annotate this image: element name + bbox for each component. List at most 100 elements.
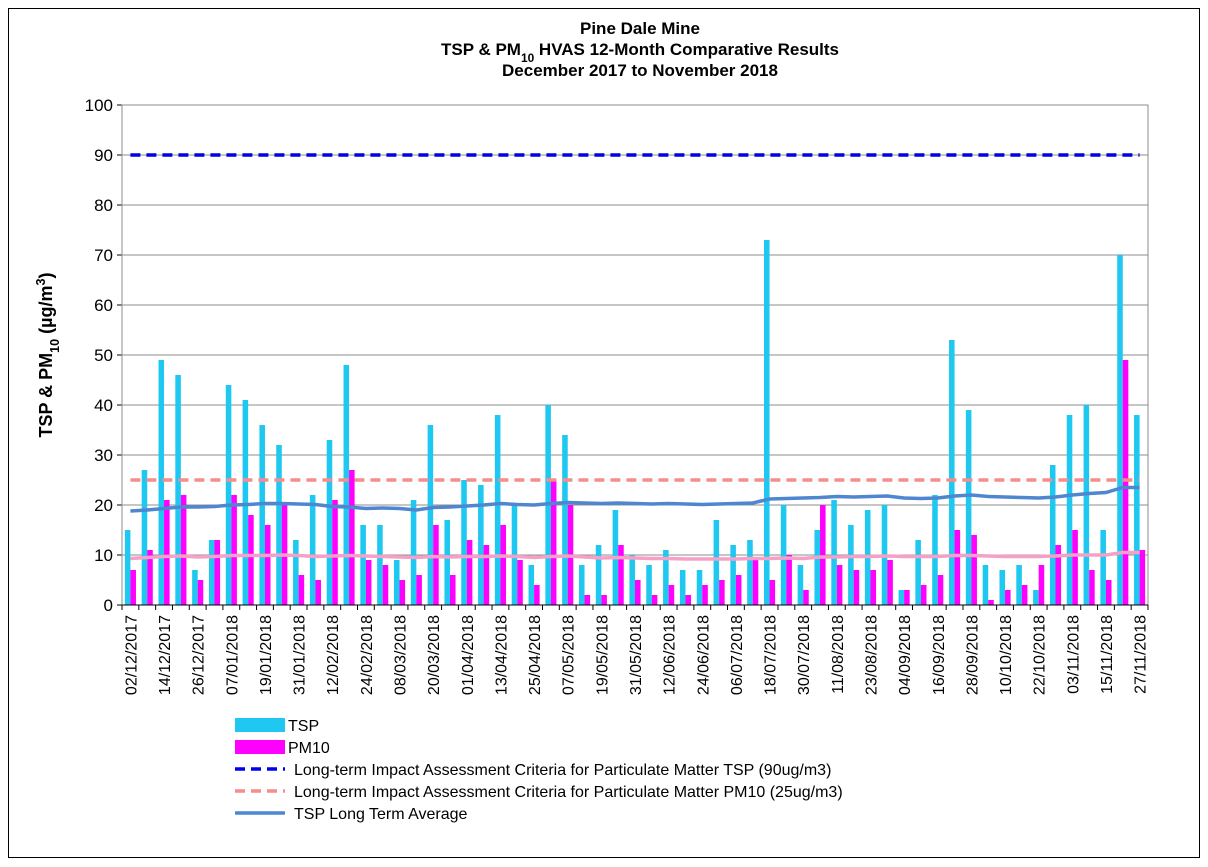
- y-axis-label-part: 3: [34, 278, 48, 285]
- bar: [349, 470, 355, 605]
- x-tick-label: 27/11/2018: [1133, 615, 1150, 694]
- bar: [1139, 550, 1146, 605]
- bar: [259, 425, 265, 605]
- bar: [820, 505, 826, 605]
- bar: [164, 500, 170, 605]
- legend-label: TSP Long Term Average: [294, 806, 468, 823]
- y-tick-label: 60: [94, 296, 113, 315]
- y-tick-label: 0: [104, 596, 113, 615]
- bar: [449, 575, 456, 605]
- bar: [500, 525, 506, 605]
- bar: [343, 365, 350, 605]
- bar: [192, 570, 198, 605]
- bar: [483, 545, 490, 605]
- x-tick-label: 18/07/2018: [763, 615, 780, 695]
- bar: [231, 495, 237, 605]
- bar: [1021, 585, 1028, 605]
- chart-title-part: 10: [521, 51, 535, 65]
- x-tick-label: 26/12/2017: [191, 615, 208, 695]
- bar: [124, 530, 131, 605]
- bar: [988, 600, 994, 605]
- bar: [1089, 570, 1095, 605]
- bar: [377, 525, 383, 605]
- y-tick-label: 20: [94, 496, 113, 515]
- bar: [427, 425, 434, 605]
- bar: [1005, 590, 1011, 605]
- y-axis-label-part: 10: [48, 339, 62, 353]
- bar: [786, 555, 792, 605]
- bar: [584, 595, 591, 605]
- bar: [416, 575, 422, 605]
- bar: [971, 535, 977, 605]
- bar: [225, 385, 232, 605]
- y-tick-label: 100: [85, 96, 113, 115]
- bar: [264, 525, 271, 605]
- bar: [646, 565, 652, 605]
- bar: [780, 505, 787, 605]
- bar: [1049, 465, 1056, 605]
- bar: [550, 480, 557, 605]
- y-tick-label: 70: [94, 246, 113, 265]
- x-tick-label: 07/01/2018: [224, 615, 241, 695]
- x-tick-label: 30/07/2018: [796, 615, 813, 695]
- x-tick-label: 22/10/2018: [1032, 615, 1049, 695]
- bar: [1072, 530, 1078, 605]
- bar: [315, 580, 321, 605]
- x-tick-label: 31/01/2018: [292, 615, 309, 695]
- bar: [326, 440, 333, 605]
- bar: [1066, 415, 1073, 605]
- bar: [601, 595, 607, 605]
- legend-swatch: [235, 718, 285, 732]
- bar: [904, 590, 910, 605]
- bar: [629, 555, 635, 605]
- chart-title-part: TSP & PM: [441, 40, 521, 59]
- x-tick-label: 19/01/2018: [258, 615, 275, 695]
- chart-title: December 2017 to November 2018: [502, 61, 778, 80]
- bar: [595, 545, 602, 605]
- bar: [180, 495, 187, 605]
- bar: [562, 435, 568, 605]
- x-tick-label: 23/08/2018: [863, 615, 880, 695]
- bar: [814, 530, 821, 605]
- legend-swatch: [235, 740, 285, 754]
- bar: [399, 580, 406, 605]
- x-tick-label: 02/12/2017: [123, 615, 140, 695]
- bar: [466, 540, 473, 605]
- x-tick-label: 28/09/2018: [964, 615, 981, 695]
- bar: [870, 570, 877, 605]
- legend-label: Long-term Impact Assessment Criteria for…: [294, 762, 831, 779]
- bar: [1134, 415, 1140, 605]
- bar: [1055, 545, 1062, 605]
- bar: [517, 560, 523, 605]
- bar: [298, 575, 305, 605]
- bar: [937, 575, 944, 605]
- bar: [949, 340, 955, 605]
- bar: [332, 500, 338, 605]
- bar: [365, 560, 372, 605]
- bar: [1083, 405, 1090, 605]
- bar: [954, 530, 961, 605]
- x-tick-label: 24/02/2018: [359, 615, 376, 695]
- bar: [208, 540, 215, 605]
- x-tick-label: 04/09/2018: [897, 615, 914, 695]
- y-tick-label: 80: [94, 196, 113, 215]
- bar: [578, 565, 585, 605]
- x-tick-label: 15/11/2018: [1099, 615, 1116, 694]
- average-line: [130, 485, 1140, 513]
- y-tick-label: 30: [94, 446, 113, 465]
- x-tick-label: 03/11/2018: [1065, 615, 1082, 694]
- bar: [663, 550, 669, 605]
- bar: [769, 580, 776, 605]
- bar: [461, 480, 467, 605]
- bar: [444, 520, 450, 605]
- bar: [158, 360, 165, 605]
- bar: [494, 415, 501, 605]
- bar: [848, 525, 854, 605]
- bar: [915, 540, 921, 605]
- bar: [836, 565, 843, 605]
- bar: [197, 580, 204, 605]
- bar: [248, 515, 254, 605]
- bar: [797, 565, 804, 605]
